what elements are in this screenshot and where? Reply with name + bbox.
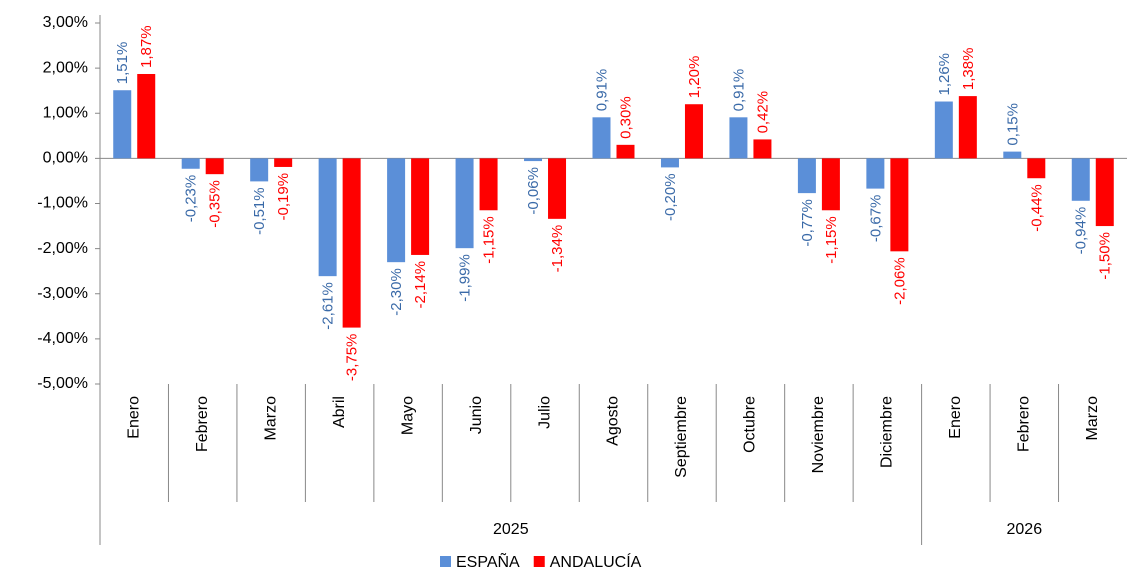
y-tick-label: -5,00% bbox=[37, 375, 88, 392]
legend-swatch bbox=[533, 556, 545, 567]
legend-label: ESPAÑA bbox=[456, 551, 520, 571]
x-tick-label: Septiembre bbox=[673, 396, 690, 478]
x-tick-label: Agosto bbox=[605, 396, 622, 446]
x-tick-label: Enero bbox=[947, 396, 964, 439]
y-tick-label: 3,00% bbox=[43, 14, 88, 31]
bar bbox=[890, 158, 909, 252]
data-label: 1,26% bbox=[936, 53, 953, 96]
data-label: 0,42% bbox=[754, 91, 771, 134]
bar bbox=[958, 96, 977, 159]
x-tick-label: Febrero bbox=[1016, 396, 1033, 452]
x-tick-label: Julio bbox=[536, 396, 553, 429]
data-label: 1,51% bbox=[114, 42, 131, 85]
bar bbox=[548, 158, 567, 219]
data-label: -2,14% bbox=[412, 261, 429, 309]
y-tick-label: -2,00% bbox=[37, 240, 88, 257]
group-label: 2026 bbox=[1007, 521, 1043, 538]
bar bbox=[387, 158, 406, 263]
x-tick-label: Mayo bbox=[399, 396, 416, 435]
bar bbox=[479, 158, 498, 211]
bar bbox=[753, 139, 772, 159]
data-label: -0,35% bbox=[207, 180, 224, 228]
bar bbox=[411, 158, 430, 255]
bar bbox=[1095, 158, 1114, 227]
y-tick-label: -4,00% bbox=[37, 330, 88, 347]
data-label: -0,20% bbox=[662, 173, 679, 221]
x-tick-label: Octubre bbox=[742, 396, 759, 453]
data-label: -3,75% bbox=[344, 334, 361, 382]
bar bbox=[137, 73, 156, 159]
data-label: -1,50% bbox=[1097, 232, 1114, 280]
bar bbox=[274, 158, 293, 167]
bar bbox=[660, 158, 679, 168]
y-tick-label: 1,00% bbox=[43, 104, 88, 121]
bar bbox=[318, 158, 337, 277]
data-label: 0,30% bbox=[617, 96, 634, 139]
bar bbox=[729, 117, 748, 159]
data-label: 0,91% bbox=[730, 69, 747, 112]
data-label: 0,15% bbox=[1004, 103, 1021, 146]
data-label: -0,19% bbox=[275, 173, 292, 221]
bar bbox=[866, 158, 885, 189]
legend-swatch bbox=[440, 556, 451, 567]
y-tick-label: -1,00% bbox=[37, 195, 88, 212]
x-tick-label: Junio bbox=[468, 396, 485, 434]
bar bbox=[342, 158, 361, 328]
data-label: -0,77% bbox=[799, 199, 816, 247]
bar bbox=[592, 117, 611, 159]
data-label: -2,61% bbox=[320, 282, 337, 330]
x-tick-label: Febrero bbox=[194, 396, 211, 452]
bar bbox=[181, 158, 200, 169]
x-tick-label: Noviembre bbox=[810, 396, 827, 473]
bar bbox=[934, 101, 953, 159]
bar bbox=[684, 104, 703, 159]
y-tick-label: 0,00% bbox=[43, 150, 88, 167]
bar bbox=[797, 158, 816, 194]
data-label: -2,06% bbox=[891, 257, 908, 305]
bar bbox=[1027, 158, 1046, 179]
data-label: -1,15% bbox=[823, 216, 840, 264]
data-label: -1,99% bbox=[457, 254, 474, 302]
bar bbox=[524, 158, 543, 162]
legend-label: ANDALUCÍA bbox=[550, 552, 642, 571]
x-tick-label: Abril bbox=[331, 396, 348, 428]
y-tick-label: -3,00% bbox=[37, 285, 88, 302]
data-label: -0,51% bbox=[251, 187, 268, 235]
data-label: -0,67% bbox=[867, 195, 884, 243]
x-tick-label: Diciembre bbox=[879, 396, 896, 468]
x-tick-label: Marzo bbox=[262, 396, 279, 441]
data-label: 1,38% bbox=[960, 48, 977, 91]
bar bbox=[616, 144, 635, 159]
data-label: 0,91% bbox=[593, 69, 610, 112]
bar bbox=[1071, 158, 1090, 201]
data-label: -2,30% bbox=[388, 268, 405, 316]
bar bbox=[821, 158, 840, 211]
group-label: 2025 bbox=[493, 521, 529, 538]
data-label: -0,94% bbox=[1073, 207, 1090, 255]
bar bbox=[113, 90, 132, 159]
data-label: -1,34% bbox=[549, 225, 566, 273]
data-label: 1,87% bbox=[138, 25, 155, 68]
data-label: 1,20% bbox=[686, 56, 703, 99]
x-tick-label: Marzo bbox=[1084, 396, 1101, 441]
y-tick-label: 2,00% bbox=[43, 59, 88, 76]
x-tick-label: Enero bbox=[125, 396, 142, 439]
bar bbox=[205, 158, 224, 175]
data-label: -0,44% bbox=[1028, 184, 1045, 232]
bar bbox=[250, 158, 269, 182]
data-label: -1,15% bbox=[481, 216, 498, 264]
bar bbox=[1003, 151, 1022, 159]
data-label: -0,23% bbox=[183, 175, 200, 223]
bar bbox=[455, 158, 474, 249]
data-label: -0,06% bbox=[525, 167, 542, 215]
